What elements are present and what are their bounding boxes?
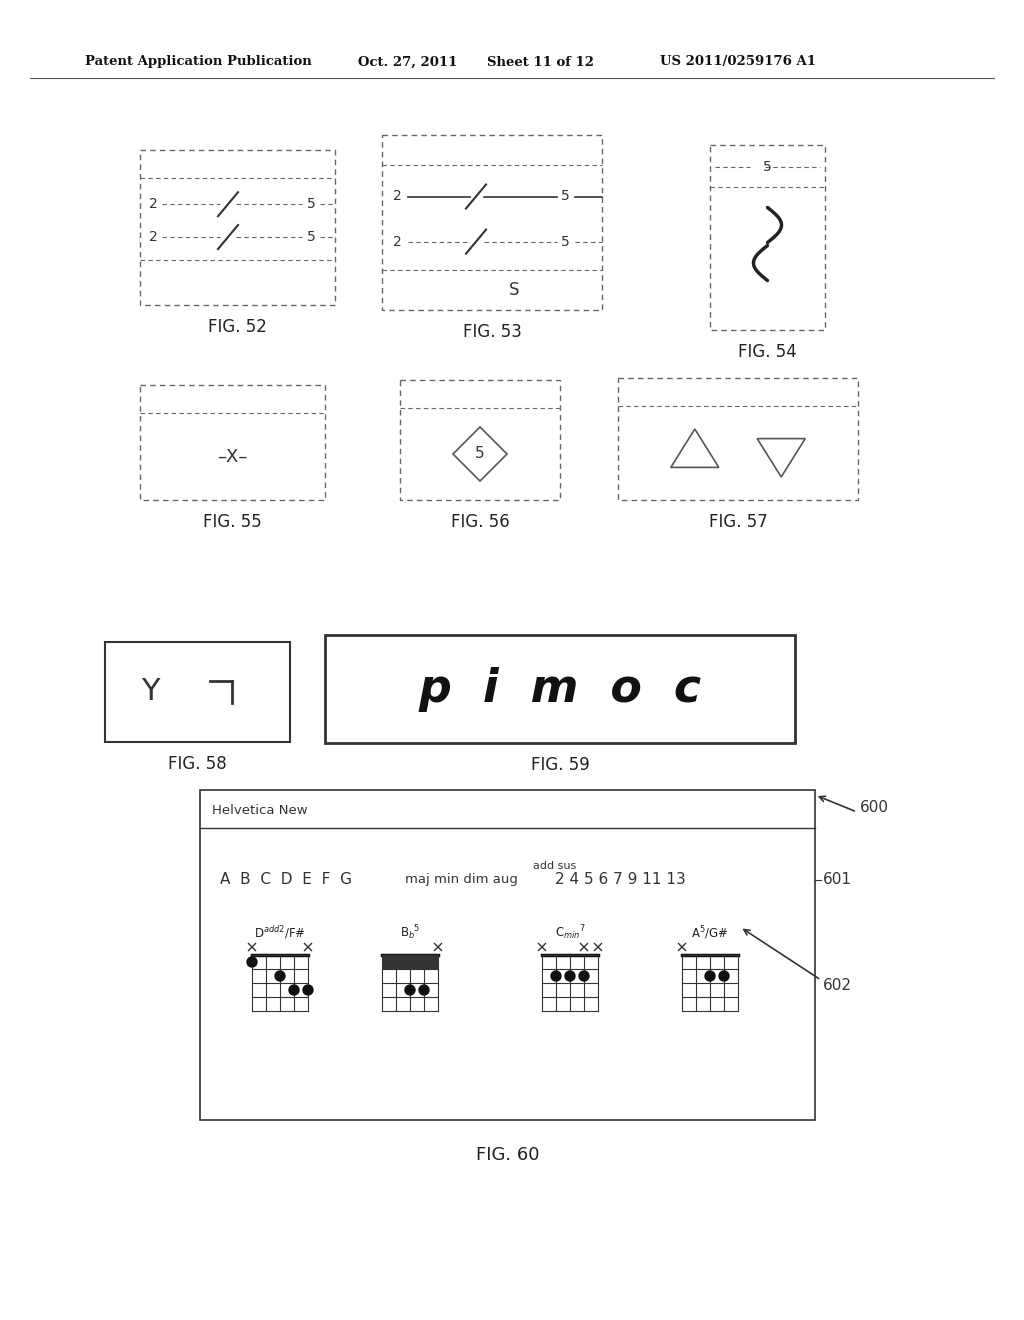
Text: –X–: –X– (217, 447, 248, 466)
Text: 5: 5 (306, 197, 315, 211)
Circle shape (247, 957, 257, 968)
Text: p  i  m  o  c: p i m o c (419, 667, 701, 711)
Text: 600: 600 (860, 800, 889, 816)
Text: 5: 5 (306, 230, 315, 244)
Text: C$_{min}$$^7$: C$_{min}$$^7$ (555, 924, 586, 942)
Text: FIG. 60: FIG. 60 (476, 1146, 540, 1164)
Bar (140, 385, 325, 500)
Text: FIG. 58: FIG. 58 (168, 755, 227, 774)
Text: FIG. 54: FIG. 54 (738, 343, 797, 360)
Text: 2: 2 (148, 197, 158, 211)
Text: US 2011/0259176 A1: US 2011/0259176 A1 (660, 55, 816, 69)
Text: FIG. 56: FIG. 56 (451, 513, 509, 531)
Text: A  B  C  D  E  F  G: A B C D E F G (220, 873, 352, 887)
Text: Helvetica New: Helvetica New (212, 804, 307, 817)
Text: Patent Application Publication: Patent Application Publication (85, 55, 311, 69)
Bar (382, 954, 438, 969)
Text: S: S (509, 281, 519, 300)
Bar (710, 145, 825, 330)
Text: D$^{add2}$/F#: D$^{add2}$/F# (254, 924, 306, 941)
Text: maj min dim aug: maj min dim aug (406, 874, 518, 887)
Text: add sus: add sus (534, 861, 577, 871)
Bar (400, 380, 560, 500)
Text: 5: 5 (763, 160, 772, 174)
Text: 601: 601 (823, 873, 852, 887)
Circle shape (705, 972, 715, 981)
Bar (618, 378, 858, 500)
Circle shape (719, 972, 729, 981)
Text: A$^5$/G#: A$^5$/G# (691, 924, 729, 941)
Text: 2 4 5 6 7 9 11 13: 2 4 5 6 7 9 11 13 (555, 873, 686, 887)
Text: 602: 602 (823, 978, 852, 993)
Text: FIG. 52: FIG. 52 (208, 318, 267, 337)
Text: 2: 2 (392, 190, 401, 203)
Circle shape (289, 985, 299, 995)
Text: 2: 2 (392, 235, 401, 248)
Circle shape (579, 972, 589, 981)
Text: Oct. 27, 2011: Oct. 27, 2011 (358, 55, 458, 69)
Text: 2: 2 (148, 230, 158, 244)
Text: 5: 5 (560, 235, 569, 248)
Text: B$_b$$^5$: B$_b$$^5$ (399, 924, 420, 942)
Text: 5: 5 (475, 446, 484, 462)
Circle shape (551, 972, 561, 981)
Circle shape (303, 985, 313, 995)
Text: 5: 5 (560, 190, 569, 203)
Bar (105, 642, 290, 742)
Text: FIG. 55: FIG. 55 (203, 513, 262, 531)
Bar (325, 635, 795, 743)
Text: Y: Y (140, 677, 160, 706)
Circle shape (275, 972, 285, 981)
Bar (200, 789, 815, 1119)
Text: Sheet 11 of 12: Sheet 11 of 12 (487, 55, 594, 69)
Bar (140, 150, 335, 305)
Text: FIG. 59: FIG. 59 (530, 756, 590, 774)
Bar (382, 135, 602, 310)
Text: FIG. 57: FIG. 57 (709, 513, 767, 531)
Circle shape (406, 985, 415, 995)
Circle shape (565, 972, 575, 981)
Text: FIG. 53: FIG. 53 (463, 323, 521, 341)
Circle shape (419, 985, 429, 995)
